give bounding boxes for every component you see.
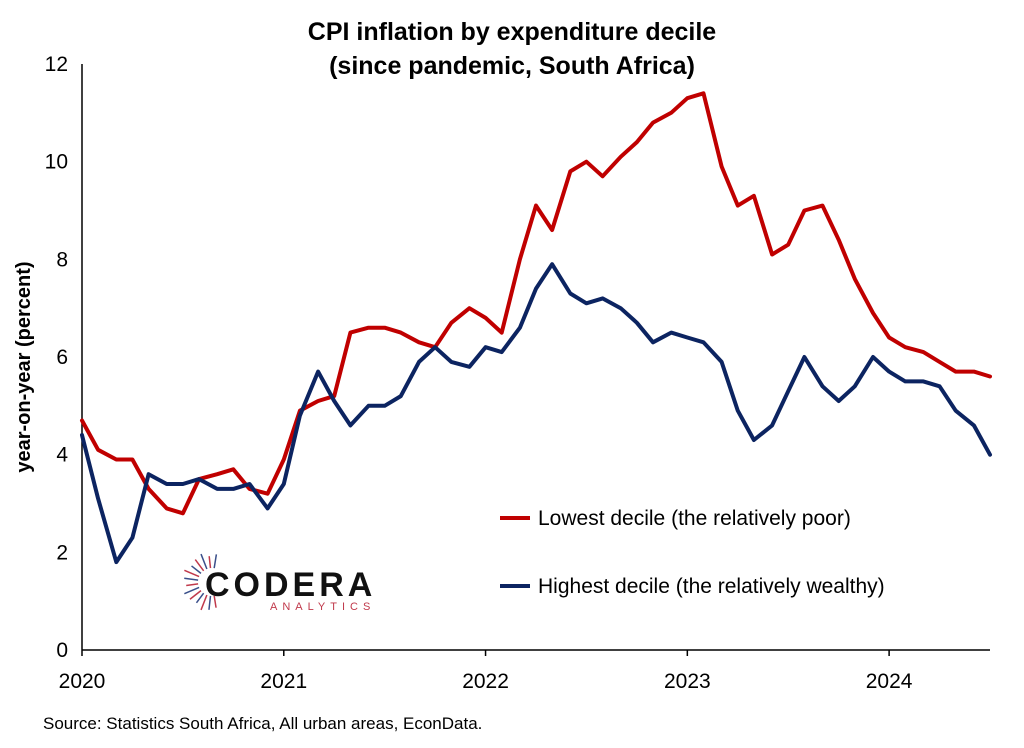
series-line-lowest-decile [80,91,992,516]
logo-mark-stroke [189,590,202,600]
logo-mark-stroke [213,554,218,569]
x-tick-label: 2022 [462,670,509,693]
chart-title-line-2: (since pandemic, South Africa) [329,52,695,80]
logo-mark-stroke [184,586,200,595]
logo-subtitle: ANALYTICS [270,601,375,613]
series-lines [80,91,992,565]
logo-mark-stroke [195,592,205,604]
y-tick-label: 6 [56,346,68,369]
y-tick-label: 12 [45,53,68,76]
source-note: Source: Statistics South Africa, All urb… [43,714,483,733]
y-tick-label: 10 [45,151,68,174]
logo-mark-stroke [208,595,212,610]
logo-mark-stroke [208,556,212,569]
y-tick-label: 4 [56,444,68,467]
x-tick-label: 2024 [866,670,913,693]
logo-mark-stroke [184,569,200,578]
legend: Lowest decile (the relatively poor) Highe… [500,507,885,598]
y-tick-label: 0 [56,639,68,662]
logo-mark-stroke [184,577,199,581]
y-tick-label: 8 [56,248,68,271]
x-tick-label: 2020 [59,670,106,693]
legend-label: Highest decile (the relatively wealthy) [538,575,885,598]
legend-label: Lowest decile (the relatively poor) [538,507,851,530]
axes: 0 2 4 6 8 10 12 2020 2021 2022 2023 2024 year-on-yea… [13,53,990,693]
logo-mark-stroke [200,594,208,611]
logo-mark-stroke [191,565,202,574]
logo-mark-stroke [194,559,205,572]
y-axis-label: year-on-year (percent) [13,261,35,472]
logo-mark-stroke [213,595,217,608]
logo-mark-stroke [200,553,208,570]
x-tick-label: 2023 [664,670,711,693]
logo-mark-stroke [186,583,199,587]
series-line-highest-decile [80,262,992,565]
logo-wordmark: CODERA [205,566,376,604]
chart-title-line-1: CPI inflation by expenditure decile [307,18,717,46]
y-tick-label: 2 [56,541,68,564]
x-tick-label: 2021 [260,670,307,693]
